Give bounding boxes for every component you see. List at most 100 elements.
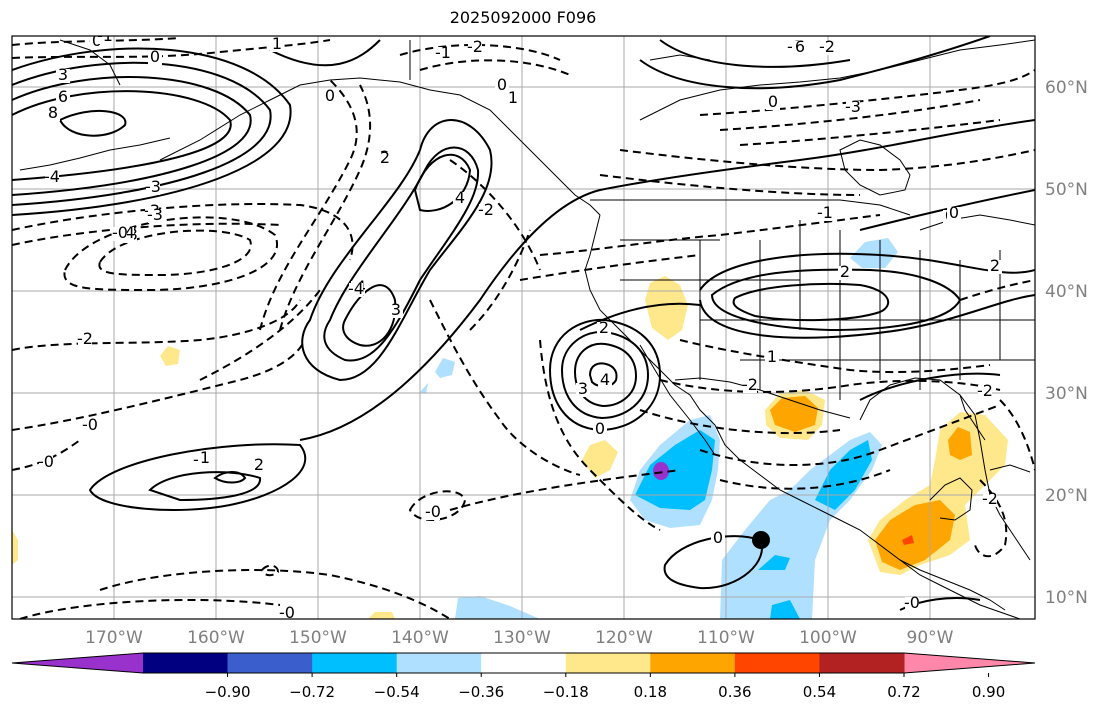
dash-canada-2 [599, 174, 861, 196]
contour-long-south [299, 119, 1035, 441]
contour-low-pacific-1 [548, 318, 662, 432]
dash-us-1 [539, 214, 881, 256]
coast-aleutians [19, 137, 171, 171]
colorbar-segment [481, 653, 567, 673]
contour-label: 8 [48, 103, 58, 122]
dash-arctic-2 [719, 99, 981, 131]
contour-figure8-mid [323, 146, 480, 362]
contour-label: -4 [44, 167, 60, 186]
colorbar-tick-label: 0.90 [972, 683, 1005, 701]
shade-orange-gulf-small [948, 427, 972, 460]
lat-label: 10°N [1045, 588, 1088, 608]
contour-label: -0 [279, 603, 295, 622]
contour-label: 3 [391, 300, 401, 319]
contour-label-bg [113, 227, 127, 241]
contour-label-bg [453, 192, 467, 206]
contour-label-bg [198, 452, 212, 466]
dash-oval-2 [98, 229, 252, 277]
shade-light-blue-great-lakes [850, 238, 898, 268]
lon-label: 120°W [595, 628, 653, 648]
contour-label-bg [593, 423, 607, 437]
dash-east-gulf [974, 479, 1008, 558]
dash-top-center-2 [419, 59, 571, 76]
contour-label: 3 [578, 379, 588, 398]
contour-north-arctic-2 [659, 39, 851, 68]
contour-2-central [579, 302, 701, 331]
shade-yellow-california [645, 276, 688, 340]
longitude-labels: 170°W 160°W 150°W 140°W 130°W 120°W 110°W 100°W… [85, 628, 954, 648]
colorbar-segment [227, 653, 313, 673]
colorbar-tick-label: 0.36 [718, 683, 751, 701]
contour-label-bg [270, 38, 284, 52]
contour-high-west-5 [58, 109, 127, 137]
plot-title: 2025092000 F096 [449, 8, 597, 27]
contour-label-bg [597, 322, 611, 336]
dash-south-3 [449, 469, 681, 511]
shade-light-blue-small [435, 358, 455, 378]
contour-label-bg [323, 90, 337, 104]
contour-label: -2 [819, 37, 835, 56]
colorbar-segment [734, 653, 820, 673]
dash-west-long-2 [12, 222, 281, 246]
contour-label: -1 [817, 203, 833, 222]
dash-canada-1 [619, 149, 1035, 172]
contour-label-bg [818, 207, 832, 221]
dash-left-loop [199, 289, 321, 381]
contour-label-bg [846, 101, 860, 115]
contour-high-west-1 [12, 90, 232, 181]
contour-label: 0 [92, 31, 102, 50]
colorbar-extend-max [904, 653, 1035, 673]
contour-high-west-4 [12, 47, 292, 216]
contour-label-bg [983, 493, 997, 507]
latitude-labels: 60°N 50°N 40°N 30°N 20°N 10°N [1045, 78, 1088, 608]
contour-low-west-solid [88, 443, 307, 511]
contour-label: -2 [982, 489, 998, 508]
dash-west-0b [12, 439, 81, 471]
contour-label-bg [479, 204, 493, 218]
contour-high-us-3 [732, 282, 890, 322]
dash-us-low-1 [679, 339, 991, 374]
contour-label: -0 [425, 502, 441, 521]
shade-orange-gulf [875, 500, 955, 570]
dash-west-2 [12, 299, 301, 351]
lon-label: 160°W [187, 628, 245, 648]
contour-label: 0 [497, 75, 507, 94]
contour-low-west-inner [148, 471, 261, 502]
lat-label: 60°N [1045, 78, 1088, 98]
shade-red-spot [902, 535, 914, 545]
lon-label: 150°W [289, 628, 347, 648]
colorbar-tick-label: −0.90 [205, 683, 251, 701]
lon-label: 90°W [907, 628, 954, 648]
contour-label: -1 [435, 43, 451, 62]
dash-center-4 [469, 229, 531, 331]
colorbar-segment [650, 653, 736, 673]
lat-label: 40°N [1045, 282, 1088, 302]
coast-gulf-mexico [859, 377, 1031, 561]
map-area [12, 36, 1035, 619]
contour-low-pacific-2 [560, 330, 650, 420]
contour-label-bg [598, 374, 612, 388]
contour-label-bg [905, 597, 919, 611]
dash-us-low-2 [659, 379, 1001, 393]
coast-yucatan [929, 477, 973, 521]
contour-label: -0 [904, 593, 920, 612]
contour-label: -2 [977, 381, 993, 400]
coast-cuba [989, 464, 1031, 473]
colorbar-extend-min [12, 653, 143, 673]
contour-low-west-small [213, 471, 247, 484]
dash-oval-1 [63, 216, 278, 292]
contour-label: 0 [949, 203, 959, 222]
contour-label: 0 [150, 47, 160, 66]
shade-yellow-left-edge [12, 530, 18, 565]
contour-label-bg [495, 79, 509, 93]
dash-center-5 [429, 299, 581, 476]
dash-center-2 [279, 84, 372, 331]
contour-label-bg [506, 92, 520, 106]
colorbar-outline [11, 652, 1036, 674]
lon-label: 100°W [799, 628, 857, 648]
contour-label: 2 [380, 148, 390, 167]
contour-label: -0 [112, 223, 128, 242]
contour-low-pacific-3 [573, 342, 638, 408]
contour-north-arctic-1 [639, 36, 991, 90]
